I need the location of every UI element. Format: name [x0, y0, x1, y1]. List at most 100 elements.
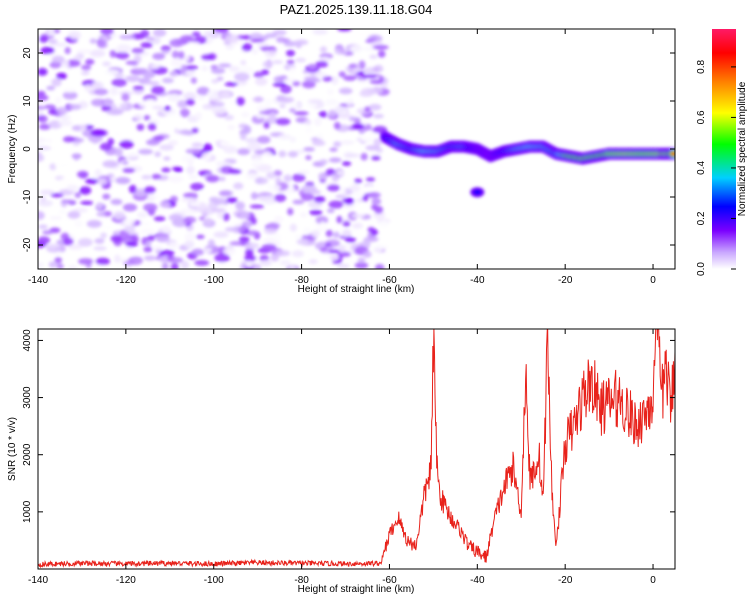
spectrogram-x-label: Height of straight line (km) — [298, 284, 415, 295]
heatmap-cell — [80, 200, 94, 206]
heatmap-cell — [232, 220, 243, 227]
heatmap-cell — [227, 124, 235, 131]
snr-x-axis: -140 -120 -100 -80 -60 -40 -20 0 — [28, 329, 656, 586]
heatmap-cell — [308, 78, 321, 83]
heatmap-cell — [205, 174, 220, 183]
heatmap-cell — [179, 129, 192, 135]
heatmap-cell — [85, 178, 100, 185]
heatmap-cell — [96, 202, 104, 210]
heatmap-cell — [327, 254, 340, 261]
heatmap-cell — [154, 151, 162, 158]
heatmap-cell — [167, 257, 184, 264]
heatmap-cell — [67, 210, 81, 219]
heatmap-cell — [360, 135, 372, 142]
heatmap-cell — [38, 141, 44, 147]
y-tick-label: 10 — [22, 95, 33, 107]
heatmap-cell — [253, 71, 265, 78]
heatmap-cell — [187, 41, 200, 46]
heatmap-cell — [168, 175, 184, 183]
heatmap-cell — [79, 186, 92, 195]
heatmap-cell — [68, 244, 83, 250]
heatmap-cell — [279, 103, 286, 109]
heatmap-cell — [125, 60, 138, 65]
heatmap-cell — [238, 80, 248, 85]
heatmap-cell — [215, 161, 231, 167]
heatmap-cell — [80, 123, 87, 132]
heatmap-cell — [275, 250, 291, 257]
heatmap-cell — [239, 66, 254, 75]
heatmap-cell — [125, 75, 141, 82]
heatmap-cell — [106, 109, 123, 116]
heatmap-cell — [308, 63, 317, 70]
heatmap-cell — [336, 263, 350, 269]
heatmap-cell — [147, 234, 155, 242]
heatmap-cell — [272, 29, 287, 36]
heatmap-cell — [45, 243, 61, 248]
heatmap-cell — [295, 57, 307, 63]
heatmap-cell — [362, 250, 372, 258]
heatmap-cell — [153, 135, 165, 141]
spectrogram-x-axis: -140 -120 -100 -80 -60 -40 -20 0 — [28, 29, 656, 286]
heatmap-cell — [334, 106, 345, 114]
heatmap-cell — [136, 211, 148, 219]
heatmap-cell — [344, 153, 360, 158]
heatmap-cell — [338, 244, 346, 253]
heatmap-cell — [147, 123, 157, 131]
heatmap-cell — [63, 87, 77, 93]
heatmap-cell — [131, 47, 145, 54]
heatmap-cell — [167, 93, 181, 102]
heatmap-cell — [278, 133, 292, 140]
heatmap-cell — [68, 264, 78, 269]
heatmap-cell — [153, 216, 166, 222]
heatmap-cell — [122, 203, 138, 212]
heatmap-cell — [255, 114, 265, 119]
heatmap-cell — [38, 67, 48, 76]
heatmap-cell — [319, 247, 328, 252]
heatmap-cell — [245, 172, 260, 180]
heatmap-cell — [318, 110, 328, 118]
heatmap-cell — [140, 42, 153, 49]
heatmap-cell — [294, 234, 303, 239]
heatmap-cell — [336, 215, 343, 224]
heatmap-cell — [183, 92, 197, 101]
heatmap-cell — [217, 262, 227, 269]
heatmap-cell — [324, 139, 335, 146]
heatmap-cell — [372, 44, 389, 50]
heatmap-cell — [159, 249, 175, 256]
x-tick-label: -80 — [294, 275, 309, 286]
chart-title: PAZ1.2025.139.11.18.G04 — [280, 2, 433, 17]
heatmap-cell — [209, 196, 219, 203]
heatmap-cell — [351, 222, 363, 229]
x-tick-label: -20 — [558, 275, 573, 286]
heatmap-cell — [371, 244, 384, 253]
heatmap-cell — [218, 176, 226, 182]
y-tick-label: 3000 — [22, 386, 33, 409]
heatmap-cell — [328, 157, 342, 163]
heatmap-cell — [259, 259, 272, 266]
heatmap-cell — [280, 84, 292, 94]
heatmap-cell — [332, 231, 340, 239]
x-tick-label: -140 — [28, 275, 48, 286]
heatmap-cell — [152, 245, 164, 250]
heatmap-cell — [170, 262, 179, 269]
heatmap-cell — [354, 178, 363, 184]
heatmap-cell — [93, 246, 107, 251]
heatmap-cell — [244, 254, 257, 262]
heatmap-cell — [202, 97, 210, 105]
heatmap-cell — [225, 44, 235, 50]
snr-plot-area — [38, 329, 675, 569]
heatmap-cell — [54, 162, 71, 168]
heatmap-cell — [56, 263, 64, 269]
heatmap-cell — [224, 114, 235, 121]
heatmap-cell — [38, 105, 47, 110]
heatmap-cell — [306, 102, 318, 108]
heatmap-cell — [211, 67, 226, 74]
y-tick-label: -20 — [22, 237, 33, 252]
heatmap-cell — [203, 247, 213, 253]
heatmap-cell — [46, 138, 53, 143]
colorbar-label: Normalized spectral amplitude — [737, 81, 748, 216]
heatmap-cell — [191, 248, 204, 256]
colorbar-tick-label: 0.4 — [696, 161, 707, 175]
heatmap-cell — [74, 137, 85, 143]
